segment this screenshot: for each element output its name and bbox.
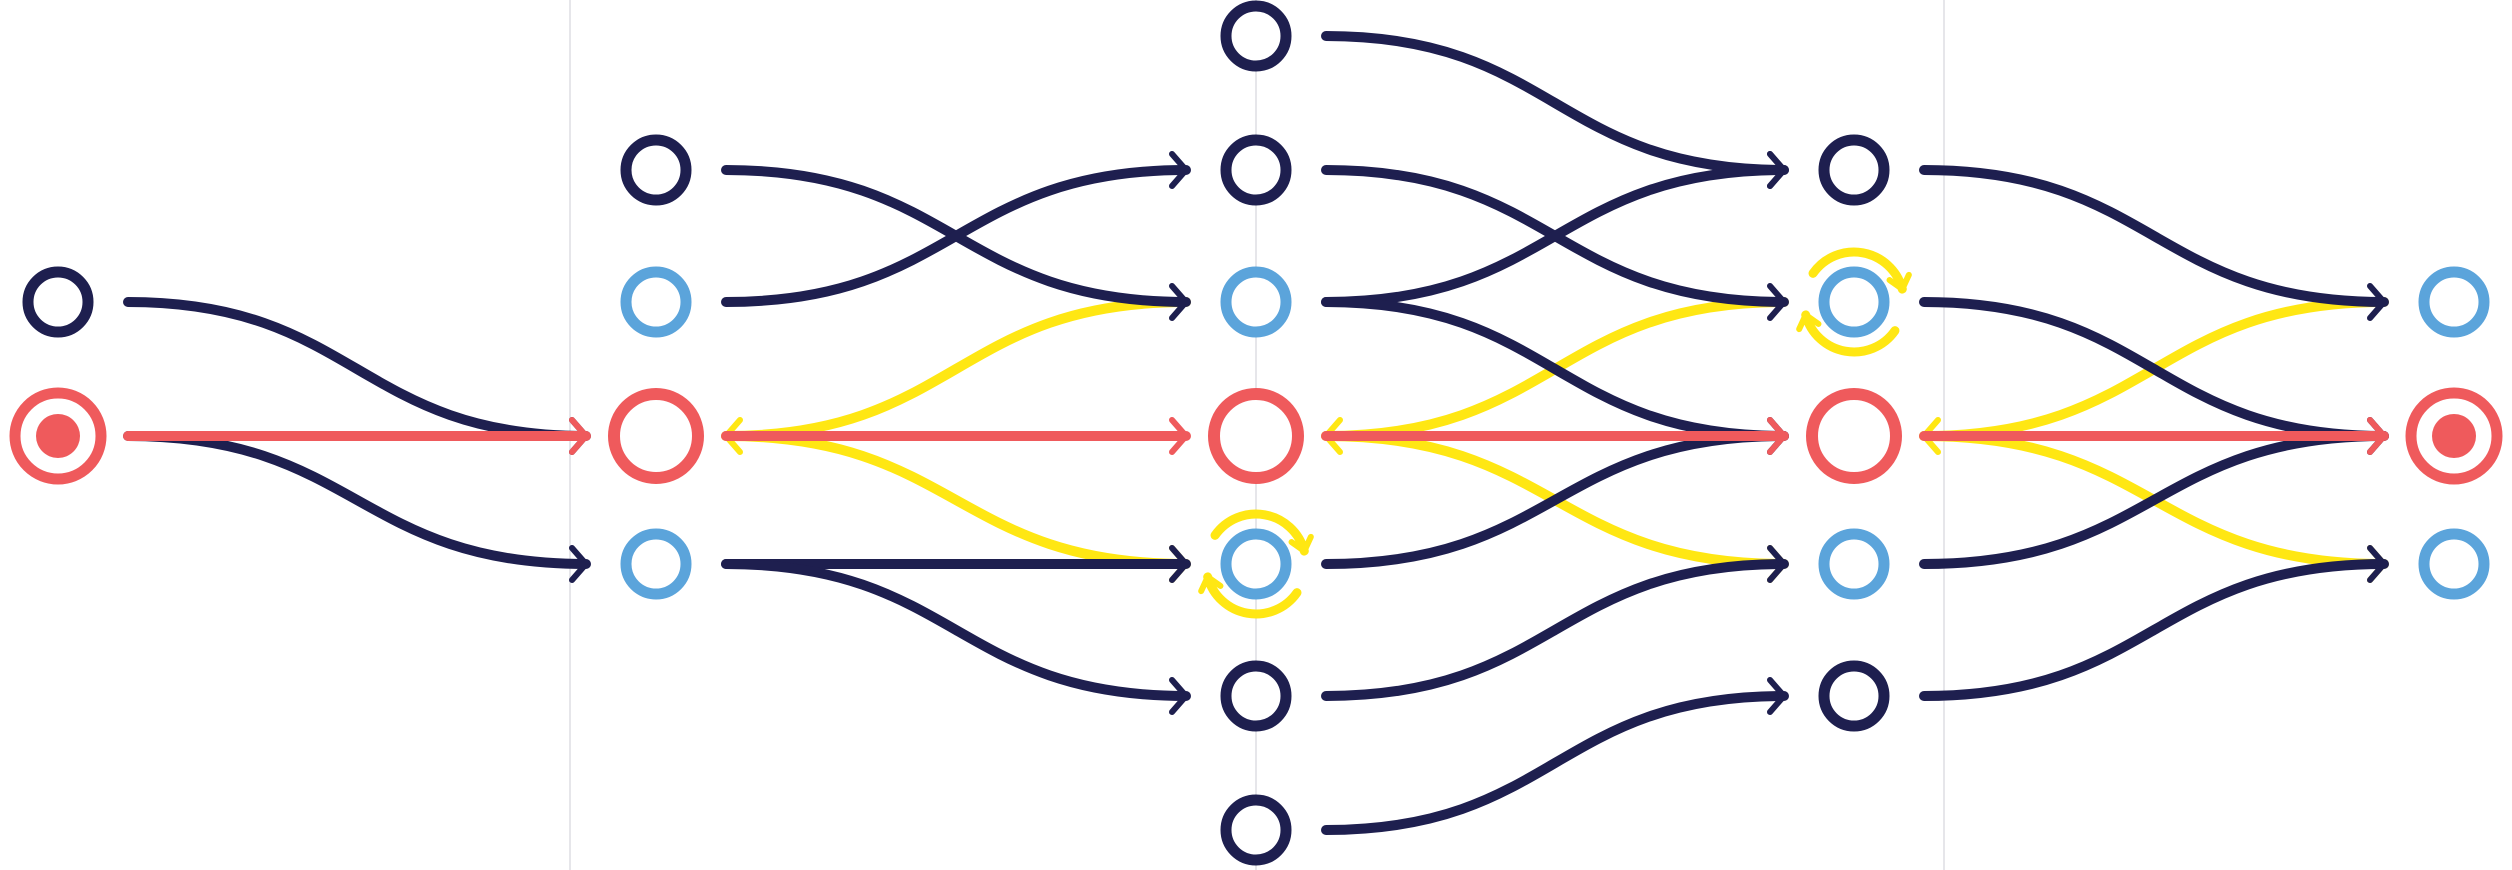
arrowhead-c3-r3-to-c4-r3 [2367,417,2387,455]
node-c2-r3 [1208,388,1304,484]
arrowhead-c1-r1-to-c2-r2 [1169,283,1189,321]
arrowhead-c1-r4-to-c2-r4 [1169,545,1189,583]
edge-c2-r2-to-c3-r3 [1321,297,1789,441]
self-loop-arc [1808,247,1907,294]
node-c3-r4 [1818,528,1890,600]
node-c2-r6 [1220,794,1292,866]
node-c2-r4 [1220,528,1292,600]
node-c2-r2 [1220,266,1292,338]
self-loop-arrowhead [1886,271,1912,293]
arrowhead-c3-r1-to-c4-r2 [2367,283,2387,321]
node-c1-r3 [608,388,704,484]
node-c3-r2 [1818,266,1890,338]
nodes [9,0,2503,866]
red-edges [123,417,2389,455]
arrowhead-c3-r5-to-c4-r4 [2367,545,2387,583]
node-c3-r1 [1818,134,1890,206]
node-c2-r5 [1220,660,1292,732]
edge-c3-r5-to-c4-r4 [1919,559,2389,701]
self-loop-arc [1203,572,1302,619]
node-c2-r0 [1220,0,1292,72]
node-c3-r5 [1818,660,1890,732]
arrowhead-c2-r6-to-c3-r5 [1767,677,1787,715]
self-loop-arrowhead [1796,311,1822,333]
edge-c0-r2-to-c1-r3 [123,297,591,441]
edge-c0-r3-to-c1-r4 [123,431,591,569]
arrowhead-c1-r2-to-c2-r1 [1169,151,1189,189]
node-c1-r4 [620,528,692,600]
edge-c2-r5-to-c3-r4 [1321,559,1789,701]
arrowhead-c1-r3-to-c2-r3 [1169,417,1189,455]
arrowhead-c2-r5-to-c3-r4 [1767,545,1787,583]
edge-c3-r1-to-c4-r2 [1919,165,2389,307]
self-loop-arrowhead [1198,573,1224,595]
node-c4-r4 [2418,528,2490,600]
edge-c2-r6-to-c3-r5 [1321,691,1789,835]
self-loop-arrowhead [1288,533,1314,555]
arrowhead-c0-r3-to-c1-r4 [569,545,589,583]
edge-c2-r2-to-c1-r3 [721,297,1191,441]
edge-c2-r2-to-c3-r1 [1321,165,1789,307]
node-c2-r1 [1220,134,1292,206]
arrowhead-c1-r4-to-c2-r5 [1169,677,1189,715]
edge-c3-r2-to-c4-r3 [1919,297,2389,441]
arrowhead-c2-r1-to-c3-r2 [1767,283,1787,321]
arrowhead-c2-r3-to-c3-r3 [1767,417,1787,455]
node-c3-r3 [1806,388,1902,484]
edge-c1-r3-to-c2-r4 [721,431,1191,569]
arrowhead-c2-r2-to-c3-r1 [1767,151,1787,189]
node-c0-r2 [22,266,94,338]
node-c4-r3-core [2432,414,2476,458]
edge-c1-r2-to-c2-r1 [721,165,1191,307]
edge-c1-r4-to-c2-r5 [721,559,1191,701]
self-loops [1198,247,1912,619]
node-c0-r3-core [36,414,80,458]
edge-c3-r4-to-c4-r3 [1919,431,2389,569]
self-loop-arc [1801,310,1900,357]
edge-c2-r4-to-c3-r3 [1321,431,1789,569]
node-c1-r2 [620,266,692,338]
node-c4-r2 [2418,266,2490,338]
navy-edges [123,31,2389,835]
node-c1-r1 [620,134,692,206]
edge-c2-r0-to-c3-r1 [1321,31,1789,175]
arrowhead-c0-r3-to-c1-r3 [569,417,589,455]
self-loop-arc [1210,509,1309,556]
